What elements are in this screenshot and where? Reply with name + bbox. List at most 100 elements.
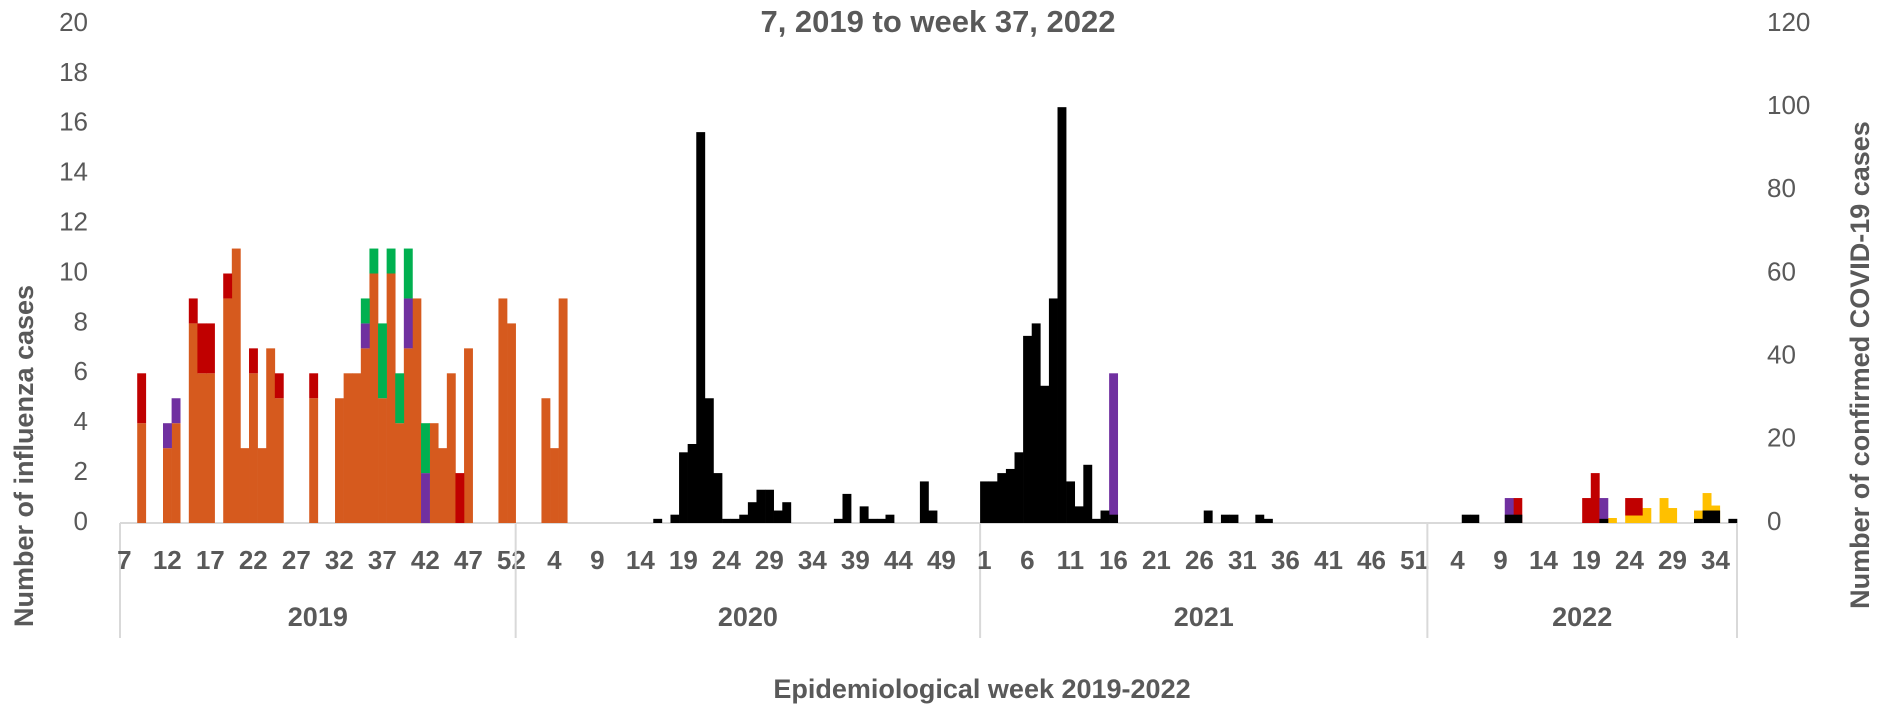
bar [1625,515,1635,523]
x-tick-label: 29 [1658,545,1687,575]
bar [833,518,843,523]
bar [1599,518,1609,523]
y-tick-label: 10 [59,256,88,286]
bar [747,502,757,523]
x-tick-label: 47 [454,545,483,575]
y-tick-label: 4 [74,406,88,436]
bar [171,423,181,523]
bar [687,443,697,523]
y-tick-label: 14 [59,157,88,187]
bar [360,348,370,523]
bar [1109,373,1119,523]
bar [1659,498,1669,523]
bar [1668,508,1678,523]
bar [163,423,172,449]
bar [1599,498,1609,523]
bar [386,273,396,523]
bar [876,518,886,523]
bar [868,518,878,523]
bar [1513,498,1523,523]
bar [1203,510,1213,523]
bar [1625,498,1635,516]
bar [498,298,508,523]
x-tick-label: 49 [927,545,956,575]
y2-tick-label: 20 [1767,423,1796,453]
bar [378,323,387,399]
y-tick-label: 18 [59,57,88,87]
bar [1711,510,1721,523]
y2-axis-title: Number of confirmed COVID-19 cases [1845,121,1875,609]
year-label: 2022 [1552,602,1612,632]
bar [1702,493,1712,523]
bar [558,298,568,523]
x-tick-label: 9 [1493,545,1507,575]
bar [842,493,852,523]
bar [1590,473,1600,523]
x-tick-label: 14 [626,545,655,575]
x-tick-label: 36 [1271,545,1300,575]
bar [274,398,284,523]
x-tick-label: 34 [1701,545,1730,575]
bar [988,481,998,523]
x-tick-label: 26 [1185,545,1214,575]
bar [360,323,370,349]
y-tick-label: 12 [59,206,88,236]
bar [885,514,895,523]
y2-tick-label: 0 [1767,506,1781,536]
bar [928,510,938,523]
x-tick-label: 32 [325,545,354,575]
y-tick-label: 8 [74,306,88,336]
bar [403,248,413,299]
y2-tick-label: 80 [1767,173,1796,203]
bar [1607,518,1617,523]
bar [1693,510,1703,523]
year-label: 2019 [288,602,348,632]
x-tick-label: 34 [798,545,827,575]
x-tick-label: 14 [1529,545,1558,575]
bar [1005,468,1015,523]
bar [1642,508,1652,523]
bar [455,473,465,523]
bar [1728,518,1738,523]
y-tick-label: 0 [74,506,88,536]
bar [919,481,929,523]
bar [679,452,688,523]
bar [1582,498,1592,523]
x-tick-label: 39 [841,545,870,575]
x-tick-label: 22 [239,545,268,575]
bar [412,298,422,523]
bar [266,348,276,523]
y-tick-label: 2 [74,456,88,486]
bar [653,518,663,523]
bar [997,473,1007,523]
bar [309,398,319,523]
y-tick-label: 16 [59,107,88,137]
bar [1461,514,1471,523]
bar [386,248,396,274]
y-tick-label: 6 [74,356,88,386]
bar [1091,518,1101,523]
bar [739,514,749,523]
bar [1109,514,1119,523]
bar [756,489,766,523]
bar [507,323,516,523]
bar [438,448,448,523]
bar [859,506,869,523]
bar [137,423,147,523]
bar [1066,481,1076,523]
bar [1263,518,1273,523]
bar [403,348,413,523]
x-tick-label: 12 [153,545,182,575]
x-tick-label: 16 [1099,545,1128,575]
bar [773,510,783,523]
bar [206,373,215,523]
bar [369,273,379,523]
chart-title: 7, 2019 to week 37, 2022 [760,4,1115,39]
bar [274,373,284,399]
bar [171,398,181,424]
x-tick-label: 9 [590,545,604,575]
bar [464,348,473,523]
bar [197,373,207,523]
bar [360,298,370,324]
